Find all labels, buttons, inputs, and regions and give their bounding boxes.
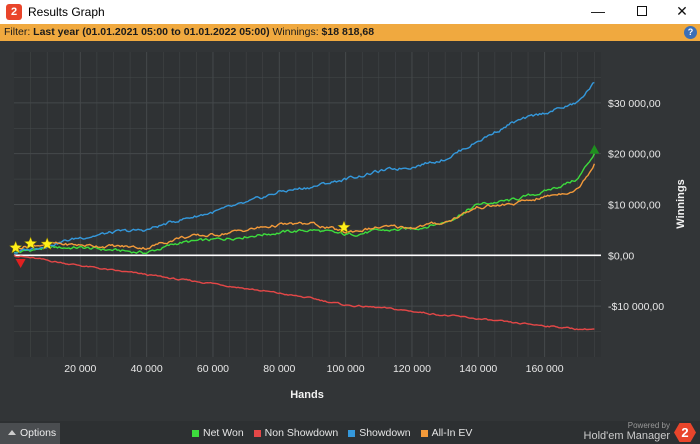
results-chart[interactable]: 20 000 40 000 60 000 80 000 100 000 120 000 14… — [0, 41, 700, 421]
star-marker — [337, 220, 351, 234]
hem-logo-icon: 2 — [674, 423, 696, 442]
maximize-icon — [637, 6, 647, 16]
brand-name: Hold'em Manager — [583, 430, 670, 442]
filter-winnings-label: Winnings: — [272, 26, 319, 38]
x-tick-label: 20 000 — [64, 363, 96, 375]
x-tick-label: 160 000 — [526, 363, 564, 375]
legend-swatch — [253, 429, 261, 437]
filter-prefix: Filter: — [4, 26, 31, 38]
filter-bar[interactable]: Filter: Last year (01.01.2021 05:00 to 0… — [0, 24, 700, 41]
series-line-showdown — [13, 81, 595, 254]
y-tick-label: -$10 000,00 — [608, 301, 664, 313]
filter-winnings-value: $18 818,68 — [321, 26, 375, 38]
options-button[interactable]: Options — [0, 423, 60, 444]
help-icon[interactable]: ? — [684, 26, 697, 39]
brand-powered-by: Powered by — [627, 421, 670, 430]
options-label: Options — [20, 427, 57, 439]
x-tick-label: 100 000 — [327, 363, 365, 375]
legend-item[interactable]: Net Won — [192, 427, 244, 439]
series-line-non-showdown — [13, 254, 595, 331]
results-chart-svg: 20 000 40 000 60 000 80 000 100 000 120 000 14… — [8, 52, 687, 401]
close-button[interactable]: ✕ — [676, 3, 688, 19]
legend-label: Net Won — [203, 427, 244, 439]
y-tick-label: $30 000,00 — [608, 98, 661, 110]
window-title: Results Graph — [28, 5, 105, 19]
star-marker — [23, 236, 38, 250]
y-tick-label: $10 000,00 — [608, 200, 661, 212]
legend-label: Non Showdown — [264, 427, 339, 439]
title-bar: 2 Results Graph — ✕ — [0, 0, 700, 24]
triangle-up-marker — [589, 144, 600, 154]
legend-label: Showdown — [359, 427, 411, 439]
minimize-button[interactable]: — — [591, 3, 605, 19]
maximize-button[interactable] — [620, 0, 664, 24]
legend-label: All-In EV — [431, 427, 473, 439]
legend-item[interactable]: All-In EV — [420, 427, 473, 439]
x-tick-label: 140 000 — [459, 363, 497, 375]
legend-item[interactable]: Non Showdown — [253, 427, 339, 439]
legend-swatch — [192, 429, 199, 437]
y-axis-label: Winnings — [675, 179, 687, 228]
triangle-down-marker — [15, 258, 26, 268]
brand: Powered by Hold'em Manager — [584, 421, 670, 443]
y-tick-label: $0,00 — [608, 250, 634, 262]
x-tick-label: 60 000 — [197, 363, 229, 375]
legend-swatch — [420, 429, 428, 437]
x-tick-label: 80 000 — [263, 363, 295, 375]
app-logo-icon: 2 — [6, 4, 22, 20]
legend-item[interactable]: Showdown — [348, 427, 411, 439]
series-line-all-in-ev — [13, 163, 596, 251]
star-marker — [8, 240, 23, 254]
x-axis-label: Hands — [290, 389, 324, 401]
caret-up-icon — [8, 430, 16, 435]
bottom-bar: Options Net Won Non Showdown Showdown All-I… — [0, 421, 700, 444]
x-tick-label: 40 000 — [131, 363, 163, 375]
chart-legend: Net Won Non Showdown Showdown All-In EV — [192, 427, 472, 439]
y-tick-label: $20 000,00 — [608, 149, 661, 161]
filter-range: Last year (01.01.2021 05:00 to 01.01.202… — [33, 26, 270, 38]
legend-swatch — [348, 429, 356, 437]
series-line-net-won — [13, 153, 596, 255]
star-marker — [40, 237, 54, 250]
x-tick-label: 120 000 — [393, 363, 431, 375]
